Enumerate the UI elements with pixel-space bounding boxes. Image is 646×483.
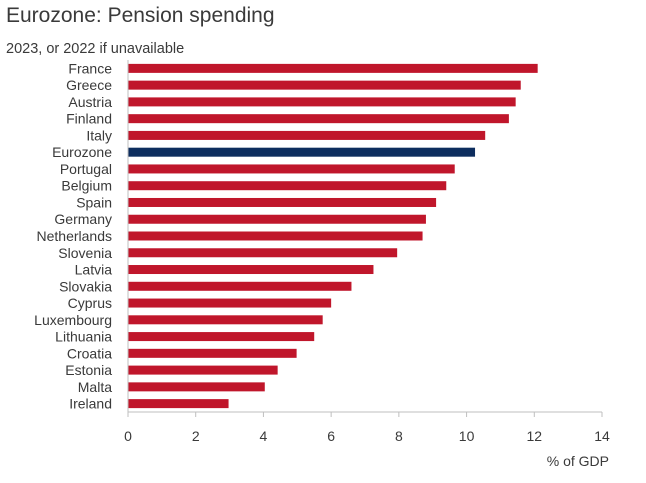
bar-spain xyxy=(128,197,437,207)
x-tick-label-6: 6 xyxy=(327,428,335,444)
x-tick-label-12: 12 xyxy=(526,428,542,444)
bar-cyprus xyxy=(128,298,332,308)
category-label-france: France xyxy=(68,60,112,76)
bar-austria xyxy=(128,97,516,107)
category-label-lithuania: Lithuania xyxy=(55,329,112,345)
bar-latvia xyxy=(128,265,374,275)
bar-netherlands xyxy=(128,231,423,241)
bar-portugal xyxy=(128,164,455,174)
bar-estonia xyxy=(128,365,278,375)
category-label-latvia: Latvia xyxy=(75,262,113,278)
category-label-portugal: Portugal xyxy=(60,161,112,177)
bar-croatia xyxy=(128,348,297,358)
bar-luxembourg xyxy=(128,315,323,325)
bar-slovenia xyxy=(128,248,398,258)
category-label-slovenia: Slovenia xyxy=(58,245,112,261)
category-label-estonia: Estonia xyxy=(65,362,112,378)
category-label-eurozone: Eurozone xyxy=(52,144,112,160)
bar-belgium xyxy=(128,181,447,191)
category-label-croatia: Croatia xyxy=(67,345,112,361)
x-axis: 0 2 4 6 8 10 12 14 xyxy=(124,60,610,444)
category-labels: FranceGreeceAustriaFinlandItalyEurozoneP… xyxy=(34,60,112,411)
category-label-ireland: Ireland xyxy=(69,396,112,412)
x-tick-label-10: 10 xyxy=(459,428,475,444)
bar-finland xyxy=(128,114,509,124)
category-label-slovakia: Slovakia xyxy=(59,278,112,294)
bar-slovakia xyxy=(128,281,352,291)
category-label-cyprus: Cyprus xyxy=(68,295,112,311)
bar-ireland xyxy=(128,399,229,409)
category-label-malta: Malta xyxy=(78,379,112,395)
category-label-finland: Finland xyxy=(66,111,112,127)
bar-france xyxy=(128,63,538,73)
x-axis-label: % of GDP xyxy=(547,453,609,469)
chart-title: Eurozone: Pension spending xyxy=(6,4,275,27)
bar-eurozone xyxy=(128,147,476,157)
category-label-luxembourg: Luxembourg xyxy=(34,312,112,328)
bar-germany xyxy=(128,214,426,224)
category-label-greece: Greece xyxy=(66,77,112,93)
category-label-netherlands: Netherlands xyxy=(37,228,113,244)
category-label-austria: Austria xyxy=(68,94,112,110)
bar-greece xyxy=(128,80,521,90)
x-tick-label-0: 0 xyxy=(124,428,132,444)
x-tick-label-8: 8 xyxy=(395,428,403,444)
category-label-germany: Germany xyxy=(54,211,112,227)
category-label-italy: Italy xyxy=(86,127,112,143)
bar-lithuania xyxy=(128,332,315,342)
bar-italy xyxy=(128,130,486,140)
bar-malta xyxy=(128,382,265,392)
x-tick-label-2: 2 xyxy=(192,428,200,444)
category-label-belgium: Belgium xyxy=(61,178,112,194)
x-tick-label-14: 14 xyxy=(594,428,610,444)
chart-subtitle: 2023, or 2022 if unavailable xyxy=(6,41,185,57)
x-tick-label-4: 4 xyxy=(260,428,268,444)
category-label-spain: Spain xyxy=(76,194,112,210)
bars-group xyxy=(128,63,538,409)
